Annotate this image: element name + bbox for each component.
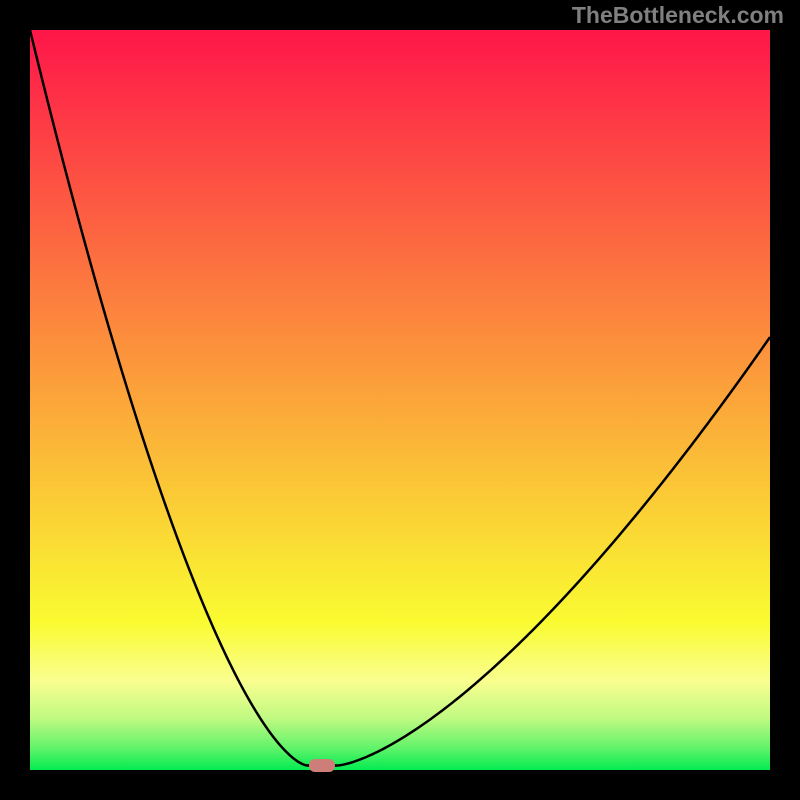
optimal-point-marker <box>309 759 335 772</box>
watermark-text: TheBottleneck.com <box>572 2 784 29</box>
bottleneck-curve <box>0 0 800 800</box>
chart-container: TheBottleneck.com <box>0 0 800 800</box>
curve-path <box>30 30 770 766</box>
